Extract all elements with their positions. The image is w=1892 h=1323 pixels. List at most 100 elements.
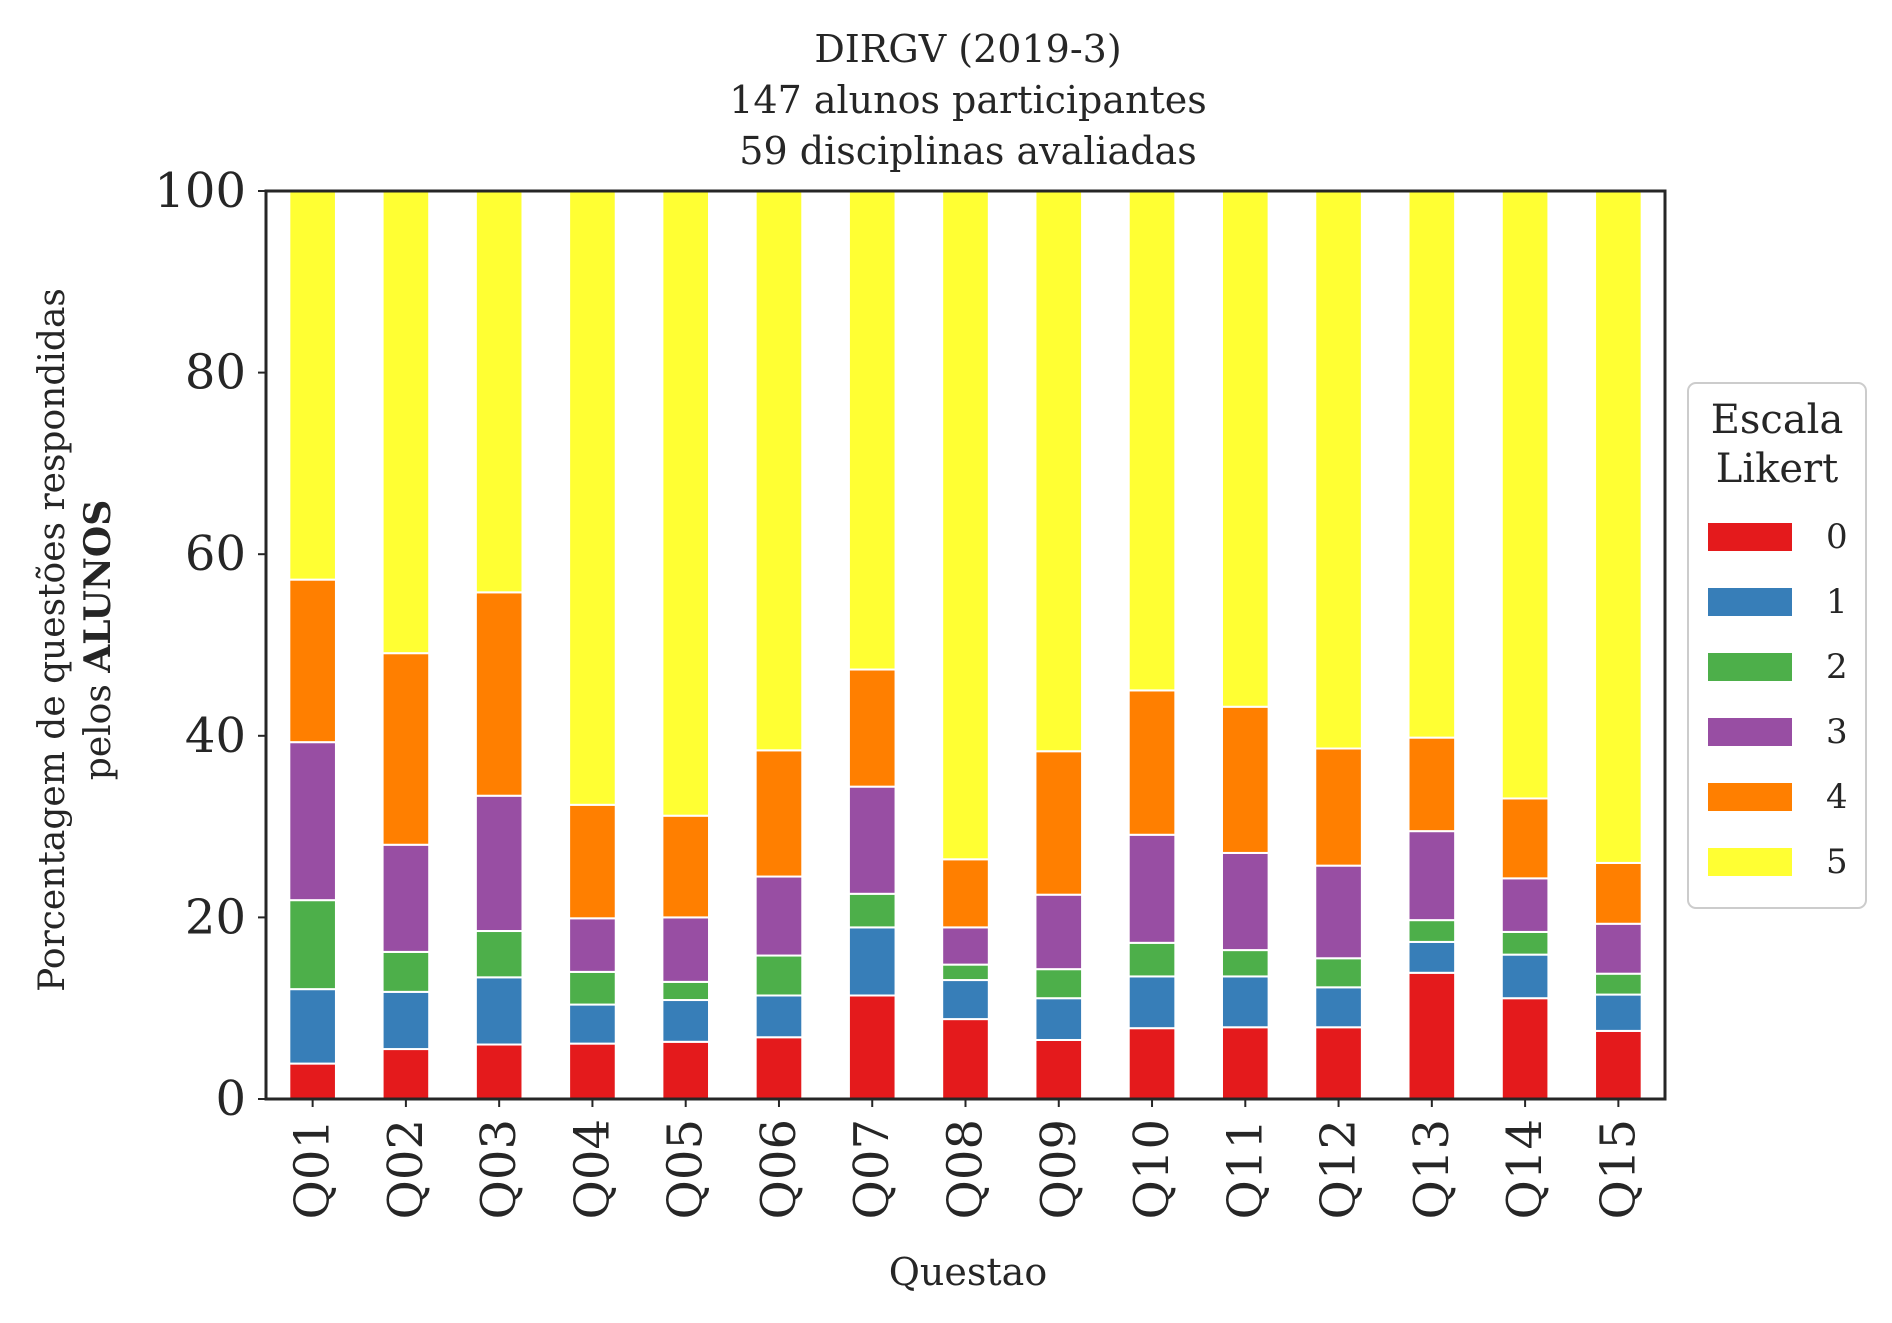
legend-label-5: 5 (1826, 842, 1848, 882)
bar-segment-Q07-level-1 (847, 926, 897, 997)
legend-label-2: 2 (1826, 647, 1848, 687)
bar-segment-Q13-level-5 (1407, 190, 1457, 739)
bar-segment-Q01-level-3 (288, 741, 337, 902)
bar-segment-Q11-level-4 (1220, 705, 1270, 854)
bar-segment-Q08-level-0 (941, 1018, 990, 1101)
bar-segment-Q06-level-5 (754, 190, 804, 752)
bar-segment-Q02-level-4 (381, 652, 431, 846)
bar-segment-Q05-level-0 (661, 1040, 711, 1101)
y-axis-label-prefix: pelos (78, 673, 119, 780)
bar-segment-Q06-level-3 (754, 875, 804, 957)
bar-segment-Q11-level-3 (1220, 851, 1270, 952)
bar-segment-Q14-level-1 (1500, 953, 1550, 1000)
bar-segment-Q04-level-1 (568, 1003, 617, 1045)
title-line-3: 59 disciplinas avaliadas (739, 129, 1196, 173)
bar-segment-Q07-level-0 (847, 994, 897, 1100)
bar-segment-Q13-level-2 (1407, 919, 1457, 943)
y-tick-label-0: 0 (215, 1071, 246, 1127)
x-tick-label-Q06: Q06 (751, 1119, 807, 1219)
bar-segment-Q15-level-1 (1594, 993, 1643, 1032)
bar-segment-Q09-level-2 (1034, 968, 1084, 1000)
bar-segment-Q12-level-5 (1314, 190, 1363, 750)
bar-segment-Q01-level-0 (288, 1062, 337, 1101)
bar-segment-Q03-level-2 (474, 930, 524, 979)
title-line-1: DIRGV (2019-3) (814, 27, 1121, 71)
bar-segment-Q10-level-5 (1127, 190, 1177, 692)
legend-label-0: 0 (1826, 517, 1848, 557)
bar-segment-Q09-level-1 (1034, 997, 1084, 1041)
bar-segment-Q09-level-5 (1034, 190, 1084, 753)
bar-segment-Q09-level-3 (1034, 893, 1084, 971)
legend-swatch-3 (1708, 718, 1792, 746)
bar-segment-Q06-level-1 (754, 994, 804, 1039)
bar-segment-Q04-level-0 (568, 1042, 617, 1101)
bar-segment-Q05-level-3 (661, 916, 711, 983)
bar-segment-Q02-level-0 (381, 1048, 431, 1101)
x-tick-label-Q14: Q14 (1497, 1119, 1553, 1219)
bar-segment-Q03-level-0 (474, 1043, 524, 1101)
bar-segment-Q01-level-5 (288, 190, 337, 581)
bar-segment-Q13-level-4 (1407, 736, 1457, 833)
x-tick-label-Q15: Q15 (1590, 1119, 1646, 1219)
bar-segment-Q11-level-1 (1220, 975, 1270, 1029)
chart-title: DIRGV (2019-3) 147 alunos participantes … (729, 27, 1207, 173)
y-axis: 0 20 40 60 80 100 (154, 163, 266, 1127)
bar-segment-Q04-level-5 (568, 190, 617, 806)
bar-segment-Q04-level-3 (568, 917, 617, 973)
x-tick-label-Q09: Q09 (1031, 1119, 1087, 1219)
legend-title-line-2: Likert (1716, 446, 1838, 492)
bar-segment-Q01-level-4 (288, 578, 337, 744)
bar-segment-Q10-level-3 (1127, 833, 1177, 944)
bar-segment-Q11-level-5 (1220, 190, 1270, 708)
bar-segment-Q06-level-4 (754, 749, 804, 878)
bar-segment-Q03-level-5 (474, 190, 524, 594)
bar-segment-Q07-level-3 (847, 785, 897, 895)
bar-segment-Q15-level-3 (1594, 922, 1643, 975)
x-tick-label-Q11: Q11 (1217, 1119, 1273, 1219)
bar-segment-Q12-level-0 (1314, 1026, 1363, 1100)
y-axis-label-bold: ALUNOS (77, 500, 119, 674)
bar-segment-Q13-level-1 (1407, 940, 1457, 974)
bar-segment-Q12-level-3 (1314, 864, 1363, 960)
bar-segment-Q12-level-2 (1314, 957, 1363, 989)
bar-segment-Q10-level-4 (1127, 689, 1177, 836)
x-tick-label-Q12: Q12 (1311, 1119, 1367, 1219)
title-line-2: 147 alunos participantes (729, 78, 1207, 122)
bar-segment-Q10-level-0 (1127, 1027, 1177, 1101)
y-tick-label-40: 40 (185, 708, 246, 764)
bar-segment-Q07-level-4 (847, 668, 897, 788)
legend-swatch-4 (1708, 783, 1792, 811)
legend-title-line-1: Escala (1711, 397, 1844, 443)
x-tick-label-Q10: Q10 (1124, 1119, 1180, 1219)
y-tick-label-60: 60 (185, 526, 246, 582)
bar-segment-Q04-level-2 (568, 970, 617, 1006)
legend: Escala Likert 0 1 2 3 4 5 (1687, 382, 1867, 909)
bar-segment-Q08-level-3 (941, 926, 990, 966)
legend-swatch-2 (1708, 653, 1792, 681)
bar-segment-Q10-level-1 (1127, 975, 1177, 1030)
y-axis-label-line-1: Porcentagem de questões respondidas (32, 288, 73, 992)
legend-label-1: 1 (1826, 582, 1848, 622)
bar-segment-Q01-level-1 (288, 988, 337, 1065)
x-tick-label-Q01: Q01 (285, 1119, 341, 1219)
bars-layer (288, 190, 1643, 1101)
bar-segment-Q08-level-4 (941, 858, 990, 929)
bar-segment-Q11-level-2 (1220, 949, 1270, 978)
bar-segment-Q14-level-2 (1500, 930, 1550, 956)
bar-segment-Q11-level-0 (1220, 1026, 1270, 1100)
bar-segment-Q05-level-2 (661, 980, 711, 1002)
y-tick-label-20: 20 (185, 889, 246, 945)
legend-swatch-0 (1708, 523, 1792, 551)
bar-segment-Q14-level-0 (1500, 997, 1550, 1100)
bar-segment-Q05-level-5 (661, 190, 711, 817)
bar-segment-Q10-level-2 (1127, 941, 1177, 978)
bar-segment-Q09-level-4 (1034, 750, 1084, 896)
y-tick-label-80: 80 (185, 345, 246, 401)
x-axis: Q01 Q02 Q03 Q04 Q05 Q06 Q07 Q08 Q09 Q10 Q11 Q12 Q13 Q… (285, 1099, 1646, 1219)
bar-segment-Q02-level-1 (381, 990, 431, 1051)
x-tick-label-Q08: Q08 (938, 1119, 994, 1219)
bar-segment-Q08-level-1 (941, 979, 990, 1021)
bar-segment-Q03-level-4 (474, 591, 524, 797)
legend-items: 0 1 2 3 4 5 (1708, 517, 1848, 882)
